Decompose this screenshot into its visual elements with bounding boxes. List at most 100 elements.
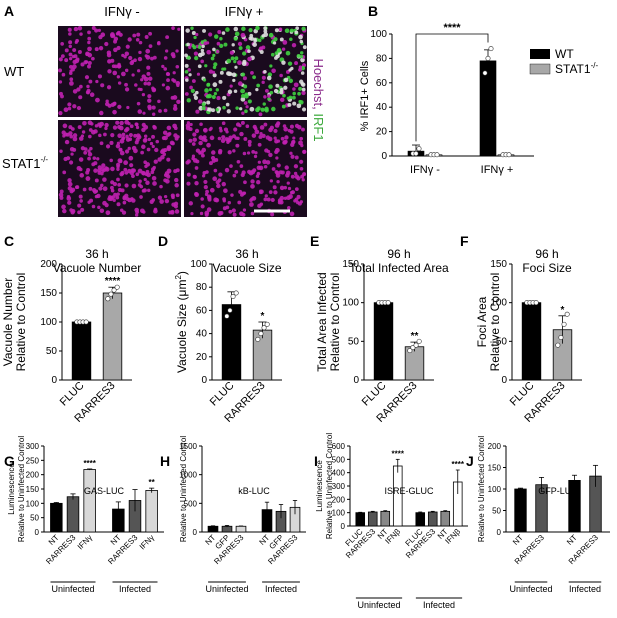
nucleus [273, 37, 278, 42]
nucleus [256, 83, 261, 88]
significance-marker: * [261, 311, 265, 322]
nucleus [105, 99, 109, 103]
nucleus [231, 208, 236, 213]
nucleus [88, 128, 93, 132]
nucleus [263, 164, 268, 169]
nucleus [78, 194, 83, 199]
nucleus [298, 99, 302, 104]
nucleus [121, 210, 127, 215]
category-label: NT [511, 533, 525, 547]
y-axis-label: Relative to Control [328, 273, 342, 372]
nucleus [88, 79, 93, 84]
nucleus [173, 103, 177, 108]
nucleus [213, 62, 218, 67]
nucleus [184, 53, 188, 58]
nucleus [208, 88, 213, 92]
nucleus [300, 71, 305, 75]
nucleus [185, 78, 189, 82]
nucleus [260, 107, 265, 112]
nucleus [58, 68, 62, 73]
nucleus [62, 208, 67, 214]
data-point [261, 325, 267, 331]
nucleus [184, 70, 189, 74]
data-point [555, 342, 561, 348]
nucleus [208, 161, 213, 166]
nucleus [222, 105, 226, 110]
nucleus [136, 32, 141, 37]
nucleus [268, 152, 273, 158]
nucleus [291, 95, 296, 100]
nucleus [175, 64, 180, 69]
nucleus [259, 131, 263, 136]
nucleus [95, 79, 99, 84]
nucleus [245, 105, 249, 109]
nucleus [173, 204, 179, 209]
significance-marker: **** [443, 22, 461, 34]
nucleus [300, 174, 305, 179]
nucleus [192, 132, 197, 137]
y-tick-label: 80 [376, 53, 388, 64]
nucleus [86, 88, 91, 93]
nucleus [269, 64, 273, 68]
nucleus [293, 82, 299, 88]
nucleus [250, 183, 255, 189]
nucleus [259, 46, 264, 51]
nucleus [297, 91, 301, 96]
nucleus [191, 154, 196, 158]
nucleus [172, 106, 178, 111]
y-tick-label: 40 [196, 329, 208, 340]
nucleus [292, 87, 296, 91]
nucleus [84, 75, 90, 80]
nucleus [242, 59, 247, 64]
nucleus [154, 147, 159, 153]
nucleus [128, 155, 134, 161]
nucleus [116, 167, 120, 171]
nucleus [144, 54, 148, 58]
nucleus [203, 41, 208, 46]
nucleus [297, 125, 302, 130]
nucleus [215, 108, 219, 112]
nucleus [216, 41, 221, 46]
nucleus [115, 143, 121, 149]
nucleus [189, 85, 193, 90]
nucleus [167, 132, 172, 136]
nucleus [102, 177, 107, 182]
category-label: IFNγ [138, 533, 156, 551]
nucleus [69, 134, 74, 139]
nucleus [254, 129, 260, 135]
nucleus [117, 64, 122, 69]
nucleus [68, 44, 72, 49]
nucleus [226, 140, 230, 144]
nucleus [226, 109, 231, 114]
nucleus [250, 211, 255, 216]
nucleus [242, 151, 247, 156]
nucleus [77, 25, 83, 31]
nucleus [203, 184, 208, 190]
nucleus [238, 46, 243, 50]
nucleus [224, 167, 230, 173]
nucleus [216, 96, 221, 101]
nucleus [97, 122, 102, 127]
y-tick-label: 200 [26, 471, 40, 480]
nucleus [275, 83, 280, 88]
nucleus [130, 168, 135, 173]
nucleus [277, 198, 283, 203]
nucleus [283, 139, 288, 144]
nucleus [203, 138, 208, 143]
nucleus [126, 105, 130, 110]
nucleus [135, 125, 140, 130]
nucleus [204, 64, 208, 68]
nucleus [256, 165, 262, 170]
nucleus [110, 188, 115, 193]
nucleus [150, 56, 154, 61]
significance-marker: ** [411, 331, 419, 342]
data-point [264, 321, 270, 327]
nucleus [191, 31, 196, 36]
bar [355, 512, 366, 527]
nucleus [235, 143, 240, 148]
nucleus [288, 68, 292, 72]
nucleus [301, 127, 305, 132]
nucleus [240, 93, 246, 99]
nucleus [212, 53, 216, 58]
nucleus [163, 67, 167, 71]
